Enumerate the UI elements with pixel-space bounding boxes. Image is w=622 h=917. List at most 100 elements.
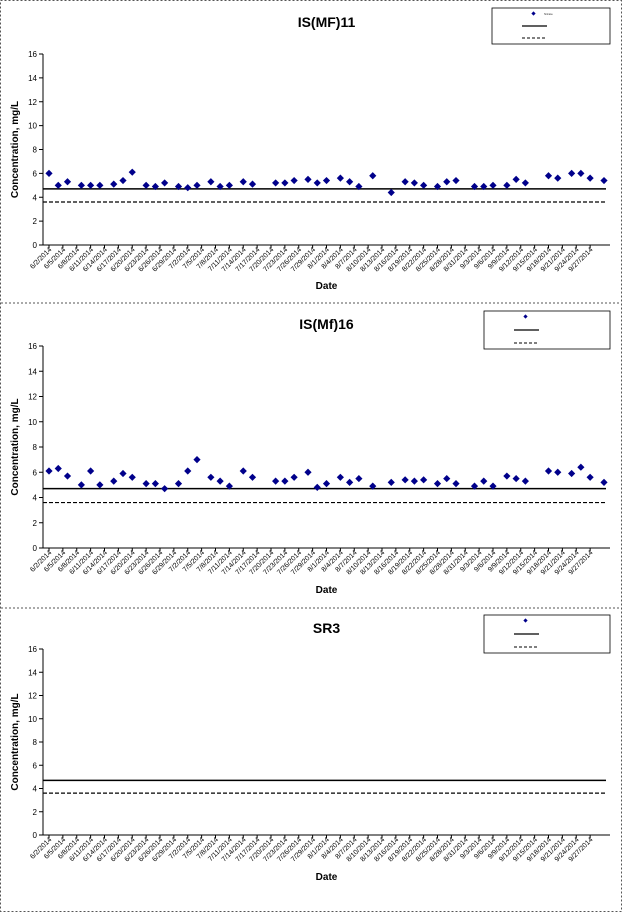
data-point <box>322 176 331 185</box>
data-point <box>369 482 377 490</box>
chart-title: IS(Mf)16 <box>299 316 354 332</box>
data-point <box>586 174 594 182</box>
data-point <box>54 181 62 189</box>
data-point <box>110 180 118 188</box>
y-tick-label: 10 <box>28 418 37 427</box>
data-point <box>420 476 428 484</box>
chart-title: SR3 <box>313 620 340 636</box>
data-point <box>600 478 608 486</box>
y-tick-label: 16 <box>28 342 37 351</box>
y-tick-label: 16 <box>28 50 37 59</box>
data-point <box>521 179 529 187</box>
data-point <box>272 477 280 485</box>
data-point <box>387 188 395 197</box>
data-point <box>586 473 594 481</box>
data-point <box>128 168 136 176</box>
y-tick-label: 12 <box>28 393 37 402</box>
data-point <box>54 464 62 473</box>
y-tick-label: 14 <box>28 367 37 376</box>
legend-box <box>483 614 611 654</box>
data-point <box>174 182 183 191</box>
data-point <box>239 178 247 186</box>
data-point <box>313 179 321 187</box>
data-point <box>369 172 377 180</box>
data-point <box>568 469 576 478</box>
data-point <box>281 477 289 485</box>
data-point <box>207 473 215 481</box>
data-point <box>544 467 553 475</box>
data-point <box>45 169 53 177</box>
y-tick-label: 2 <box>33 217 38 226</box>
data-point <box>193 181 201 189</box>
data-point <box>577 169 585 177</box>
data-point <box>443 474 451 483</box>
data-point <box>433 480 442 488</box>
data-point <box>336 473 344 481</box>
data-point <box>387 478 395 486</box>
data-point <box>452 176 460 185</box>
data-point <box>480 477 488 485</box>
data-point <box>346 178 354 186</box>
y-tick-label: 2 <box>33 808 38 817</box>
data-point <box>489 181 497 189</box>
data-point <box>110 477 118 485</box>
y-tick-label: 14 <box>28 668 37 677</box>
data-point <box>401 178 409 186</box>
data-point <box>142 181 150 189</box>
x-axis-label: Date <box>316 281 338 292</box>
y-tick-label: 10 <box>28 122 37 131</box>
data-point <box>503 472 511 480</box>
x-axis-label: Date <box>316 872 338 883</box>
data-point <box>480 182 488 191</box>
data-point <box>161 485 169 493</box>
y-tick-label: 0 <box>33 831 38 840</box>
legend-marker <box>523 618 528 623</box>
data-point <box>355 474 363 483</box>
y-tick-label: 16 <box>28 645 37 654</box>
y-axis-label: Concentration, mg/L <box>10 693 21 790</box>
data-point <box>142 480 150 488</box>
y-tick-label: 12 <box>28 692 37 701</box>
y-tick-label: 6 <box>33 468 38 477</box>
data-point <box>512 474 520 483</box>
chart-title: IS(MF)11 <box>298 14 356 30</box>
data-point <box>470 482 479 490</box>
data-point <box>503 181 511 189</box>
data-point <box>577 463 585 471</box>
data-point <box>355 182 363 191</box>
y-tick-label: 8 <box>33 738 38 747</box>
legend-marker <box>523 314 528 319</box>
data-point <box>225 181 233 189</box>
data-point <box>87 467 95 475</box>
data-point <box>521 477 529 485</box>
data-point <box>216 182 224 191</box>
data-point <box>600 176 608 185</box>
y-axis-label: Concentration, mg/L <box>10 398 21 495</box>
data-point <box>554 174 562 182</box>
data-point <box>45 467 53 475</box>
data-point <box>272 179 280 187</box>
data-point <box>174 480 183 488</box>
legend-box <box>491 7 611 45</box>
data-point <box>63 178 72 186</box>
data-point <box>452 480 460 488</box>
y-axis-label: Concentration, mg/L <box>10 101 21 198</box>
data-point <box>290 473 298 481</box>
data-point <box>420 181 428 189</box>
legend-box <box>483 310 611 350</box>
data-point <box>512 175 520 183</box>
data-point <box>489 482 497 490</box>
data-point <box>336 174 344 182</box>
y-tick-label: 8 <box>33 443 38 452</box>
data-point <box>443 178 451 186</box>
data-point <box>470 182 479 191</box>
data-point <box>433 182 442 191</box>
data-point <box>96 481 104 489</box>
y-tick-label: 4 <box>33 494 38 503</box>
data-point <box>322 480 331 488</box>
data-point <box>193 456 201 464</box>
data-point <box>401 476 409 484</box>
data-point <box>248 473 257 481</box>
